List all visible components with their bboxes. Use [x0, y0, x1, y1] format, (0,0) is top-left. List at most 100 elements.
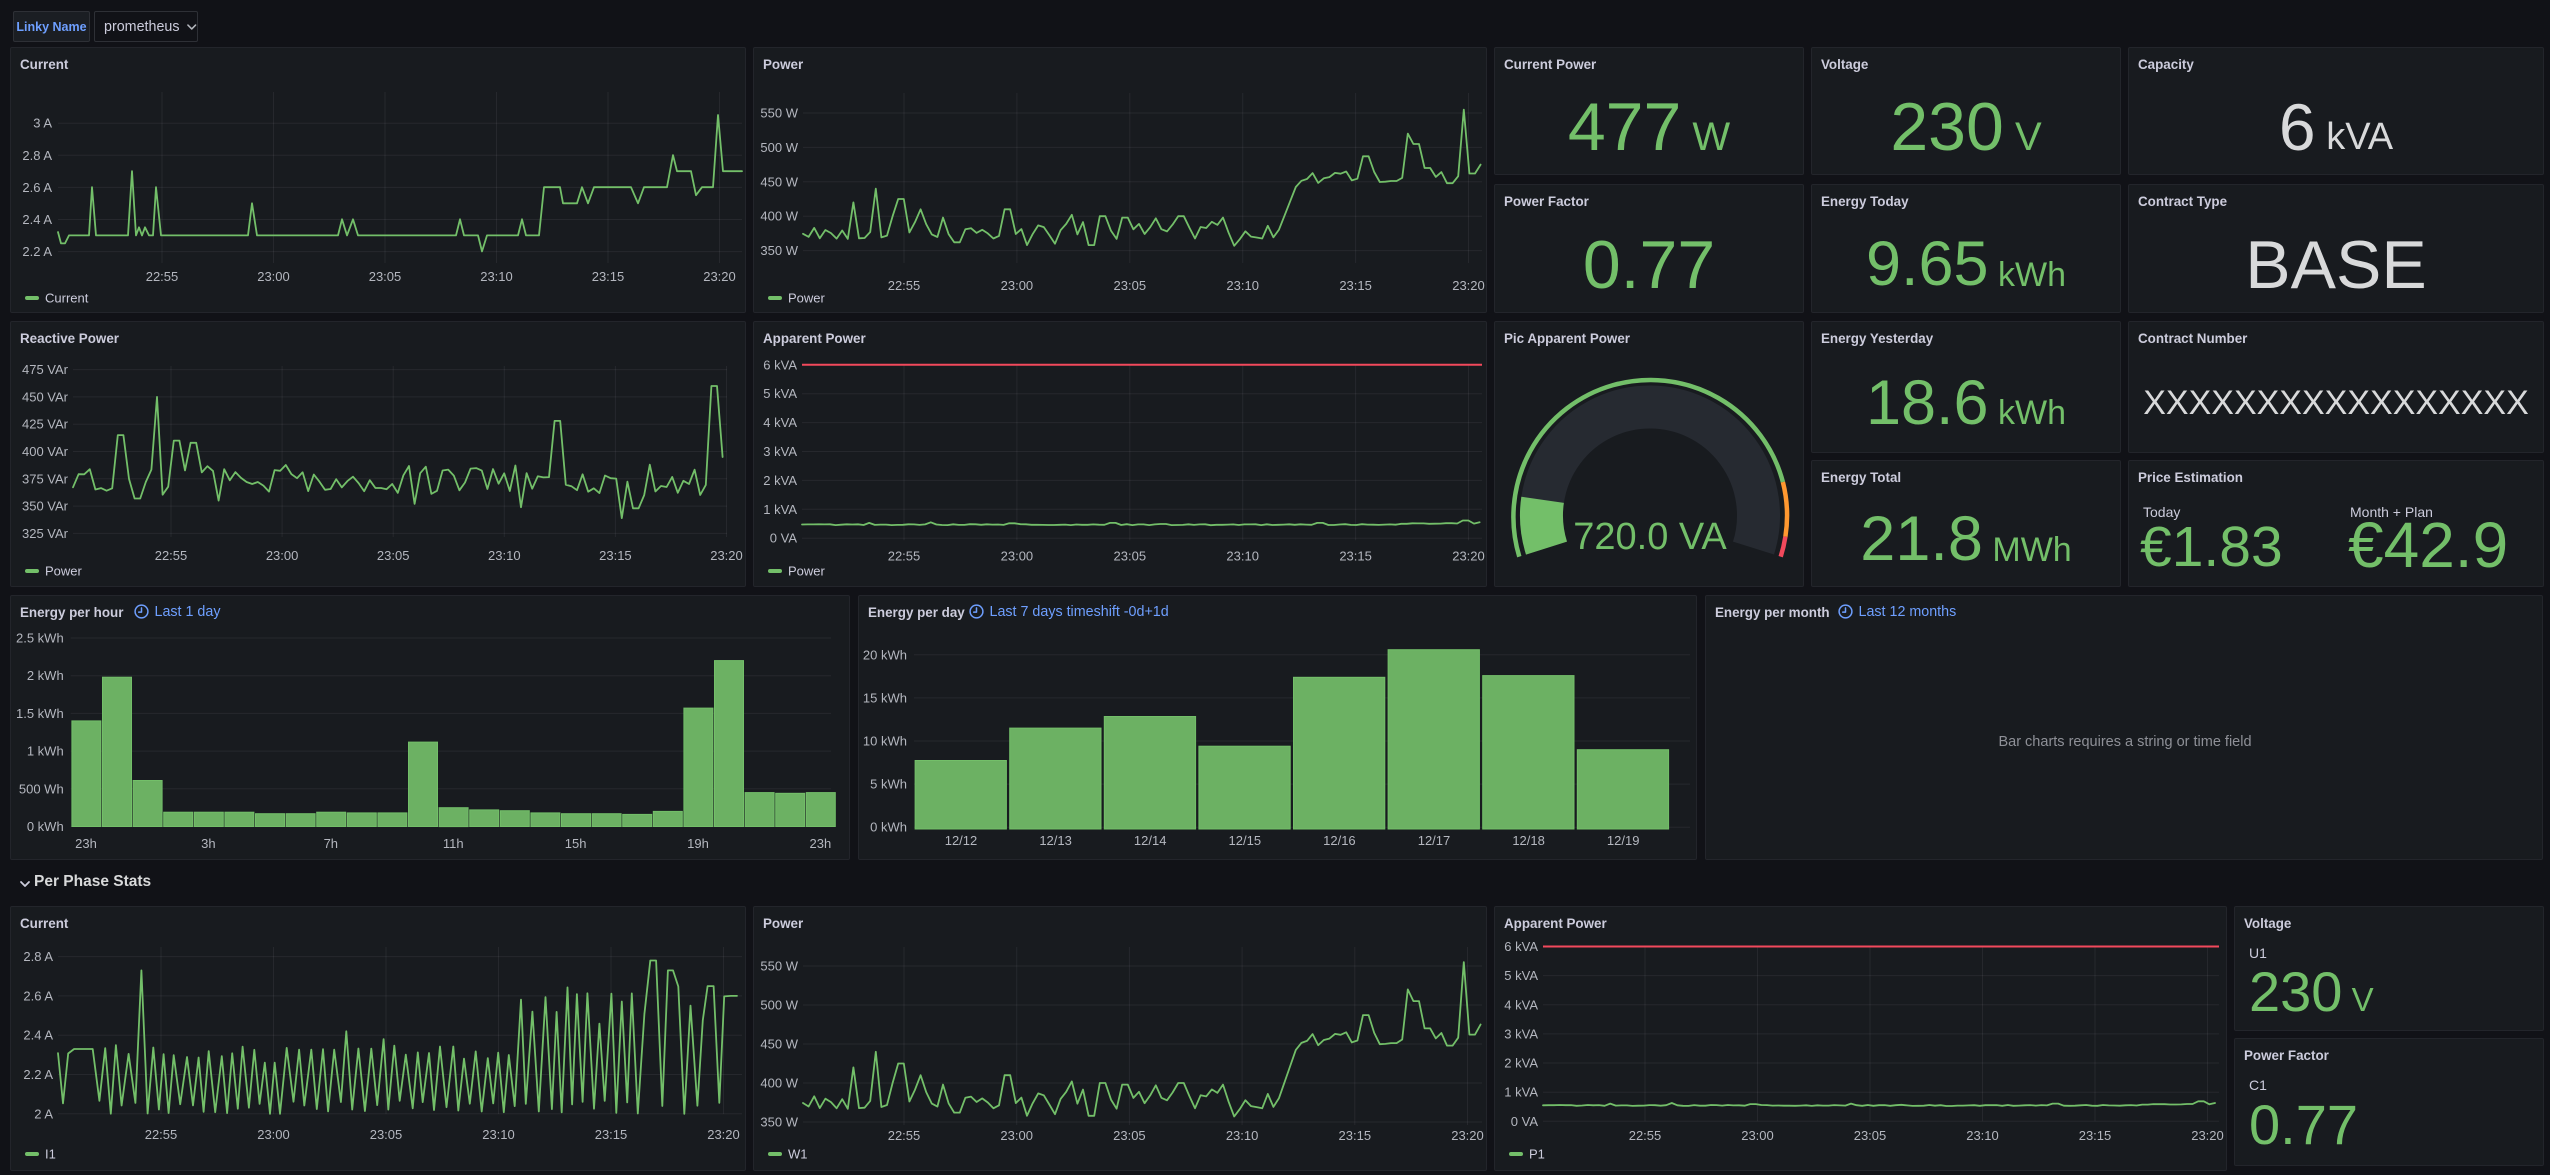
svg-text:Current: Current [45, 291, 89, 306]
svg-text:23:05: 23:05 [369, 269, 402, 284]
svg-text:425 VAr: 425 VAr [22, 417, 69, 432]
svg-text:23:15: 23:15 [1339, 1128, 1372, 1143]
svg-text:23:00: 23:00 [1000, 1128, 1033, 1143]
svg-text:1 kWh: 1 kWh [27, 744, 64, 759]
svg-text:325 VAr: 325 VAr [22, 526, 69, 541]
svg-text:Last 12 months: Last 12 months [1859, 604, 1957, 620]
svg-text:350 W: 350 W [760, 1115, 798, 1130]
svg-text:P1: P1 [1529, 1147, 1545, 1162]
svg-text:Power: Power [788, 291, 826, 306]
svg-text:400 W: 400 W [760, 209, 798, 224]
svg-text:375 VAr: 375 VAr [22, 471, 69, 486]
svg-text:2.4 A: 2.4 A [22, 212, 52, 227]
svg-text:23:20: 23:20 [1452, 549, 1485, 564]
svg-text:20 kWh: 20 kWh [863, 647, 907, 662]
svg-text:22:55: 22:55 [155, 548, 188, 563]
svg-text:22:55: 22:55 [1629, 1128, 1662, 1143]
svg-text:23:20: 23:20 [710, 548, 743, 563]
svg-text:2.5 kWh: 2.5 kWh [16, 631, 64, 646]
svg-text:6 kVA: 6 kVA [763, 357, 797, 372]
svg-text:23:20: 23:20 [707, 1127, 740, 1142]
svg-text:12/18: 12/18 [1512, 833, 1545, 848]
svg-text:Power: Power [45, 564, 83, 579]
svg-text:1 kVA: 1 kVA [763, 502, 797, 517]
svg-text:23:00: 23:00 [1741, 1128, 1774, 1143]
svg-text:475 VAr: 475 VAr [22, 362, 69, 377]
svg-text:12/13: 12/13 [1039, 833, 1072, 848]
svg-text:720.0 VA: 720.0 VA [1573, 516, 1727, 558]
svg-text:23:20: 23:20 [703, 269, 736, 284]
svg-text:550 W: 550 W [760, 106, 798, 121]
svg-text:23:10: 23:10 [1226, 1128, 1259, 1143]
svg-text:5 kVA: 5 kVA [763, 386, 797, 401]
svg-text:23:10: 23:10 [1226, 549, 1259, 564]
svg-text:5 kWh: 5 kWh [870, 777, 907, 792]
svg-text:12/19: 12/19 [1607, 833, 1640, 848]
svg-text:2.8 A: 2.8 A [22, 148, 52, 163]
svg-text:350 VAr: 350 VAr [22, 499, 69, 514]
svg-text:23:05: 23:05 [1113, 1128, 1146, 1143]
svg-text:19h: 19h [687, 836, 709, 851]
svg-text:23:00: 23:00 [257, 1127, 290, 1142]
svg-text:4 kVA: 4 kVA [763, 415, 797, 430]
svg-text:2.2 A: 2.2 A [22, 244, 52, 259]
svg-text:450 VAr: 450 VAr [22, 389, 69, 404]
svg-text:12/14: 12/14 [1134, 833, 1167, 848]
svg-text:I1: I1 [45, 1147, 56, 1162]
svg-text:7h: 7h [324, 836, 338, 851]
svg-text:23:00: 23:00 [1001, 278, 1034, 293]
svg-text:22:55: 22:55 [888, 278, 921, 293]
svg-text:23:20: 23:20 [1452, 278, 1485, 293]
svg-text:11h: 11h [443, 836, 464, 851]
svg-text:23:00: 23:00 [1001, 549, 1034, 564]
svg-text:23:05: 23:05 [370, 1127, 403, 1142]
svg-text:Power: Power [788, 564, 826, 579]
svg-text:23:10: 23:10 [1226, 278, 1259, 293]
svg-text:Last 1 day: Last 1 day [155, 604, 222, 620]
svg-text:2.6 A: 2.6 A [23, 988, 53, 1003]
svg-text:12/12: 12/12 [945, 833, 978, 848]
svg-text:23:00: 23:00 [257, 269, 290, 284]
svg-text:23:20: 23:20 [2191, 1128, 2224, 1143]
svg-text:0 kWh: 0 kWh [27, 819, 64, 834]
svg-text:23:15: 23:15 [1339, 549, 1372, 564]
svg-text:350 W: 350 W [760, 243, 798, 258]
svg-text:450 W: 450 W [760, 1037, 798, 1052]
svg-text:3 kVA: 3 kVA [1504, 1026, 1538, 1041]
svg-text:550 W: 550 W [760, 959, 798, 974]
svg-text:500 W: 500 W [760, 998, 798, 1013]
svg-text:2.8 A: 2.8 A [23, 949, 53, 964]
svg-text:22:55: 22:55 [888, 549, 921, 564]
svg-text:6 kVA: 6 kVA [1504, 939, 1538, 954]
svg-text:22:55: 22:55 [145, 1127, 178, 1142]
svg-text:23:20: 23:20 [1451, 1128, 1484, 1143]
svg-text:2.4 A: 2.4 A [23, 1028, 53, 1043]
svg-text:23:15: 23:15 [2079, 1128, 2112, 1143]
svg-text:23:15: 23:15 [599, 548, 632, 563]
svg-text:12/17: 12/17 [1418, 833, 1451, 848]
svg-text:23:05: 23:05 [1854, 1128, 1887, 1143]
svg-text:0 VA: 0 VA [1511, 1114, 1539, 1129]
svg-text:500 W: 500 W [760, 140, 798, 155]
svg-text:12/16: 12/16 [1323, 833, 1356, 848]
svg-text:400 VAr: 400 VAr [22, 444, 69, 459]
svg-text:W1: W1 [788, 1147, 808, 1162]
svg-text:400 W: 400 W [760, 1076, 798, 1091]
svg-text:4 kVA: 4 kVA [1504, 997, 1538, 1012]
svg-text:2 kVA: 2 kVA [763, 473, 797, 488]
svg-text:23:10: 23:10 [482, 1127, 515, 1142]
svg-text:23:10: 23:10 [480, 269, 513, 284]
svg-text:23:05: 23:05 [1114, 549, 1147, 564]
svg-text:23:15: 23:15 [1339, 278, 1372, 293]
svg-text:22:55: 22:55 [146, 269, 179, 284]
svg-text:2 A: 2 A [34, 1106, 53, 1121]
svg-text:500 Wh: 500 Wh [19, 781, 64, 796]
svg-text:23h: 23h [810, 836, 832, 851]
svg-text:23:15: 23:15 [595, 1127, 628, 1142]
svg-text:0 kWh: 0 kWh [870, 820, 907, 835]
svg-text:10 kWh: 10 kWh [863, 734, 907, 749]
svg-text:5 kVA: 5 kVA [1504, 968, 1538, 983]
svg-text:2 kWh: 2 kWh [27, 668, 64, 683]
svg-text:22:55: 22:55 [888, 1128, 921, 1143]
svg-text:2 kVA: 2 kVA [1504, 1056, 1538, 1071]
